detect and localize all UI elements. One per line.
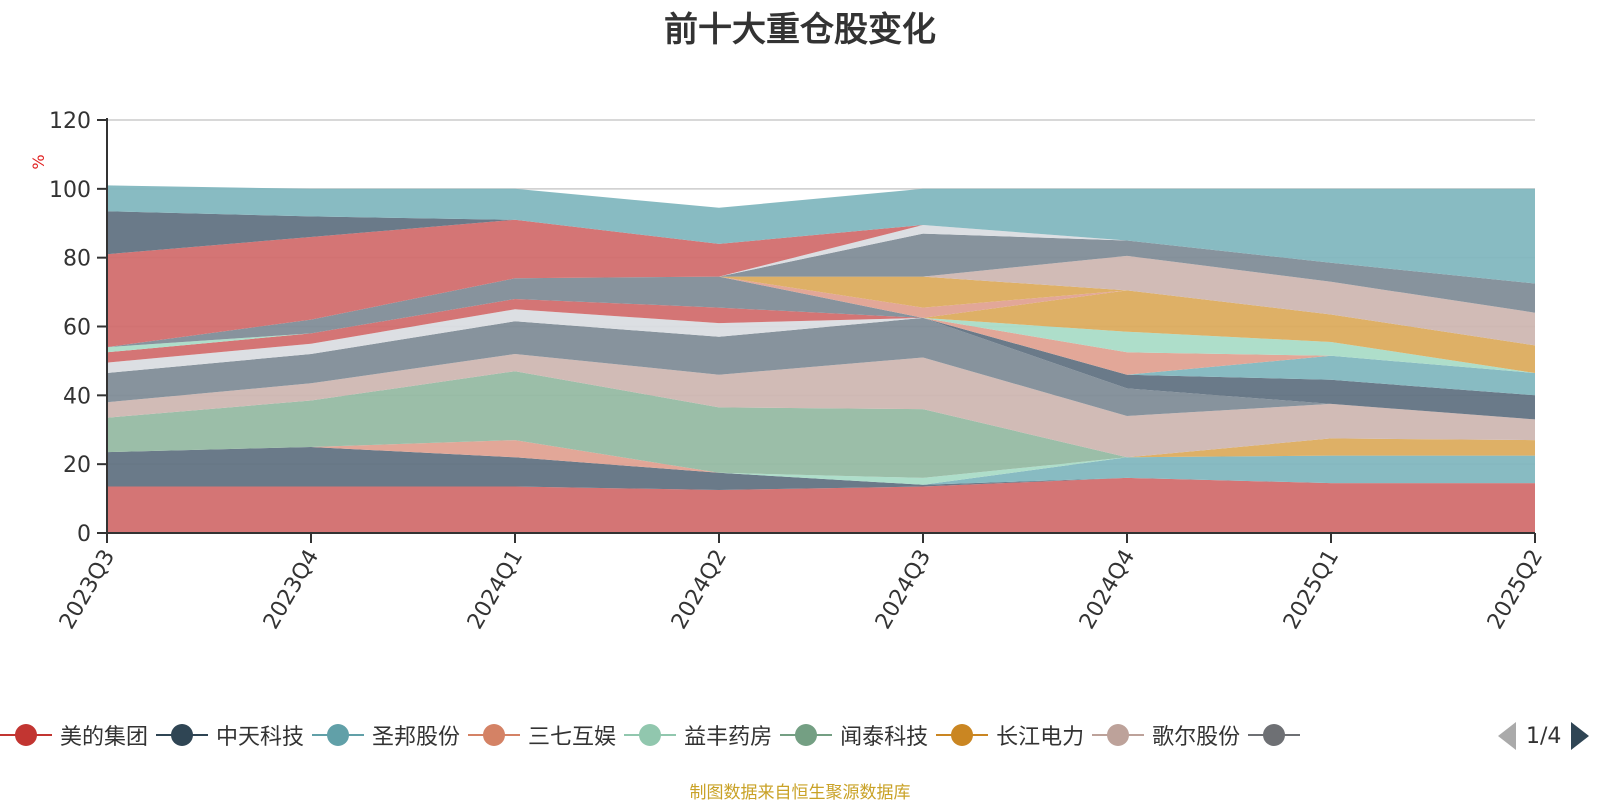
area-series — [107, 371, 1535, 458]
area-series — [107, 477, 1535, 533]
area-series — [107, 233, 1535, 348]
legend-marker-icon — [1248, 723, 1301, 747]
area-series — [107, 440, 1535, 485]
y-tick-label: 80 — [63, 247, 91, 272]
legend-pager: 1/4 — [1498, 716, 1590, 756]
area-series — [107, 211, 1535, 284]
legend-label: 闻泰科技 — [840, 725, 929, 750]
area-series — [107, 290, 1535, 373]
area-layer — [107, 185, 1535, 533]
area-series — [107, 219, 1535, 348]
legend-label: 中天科技 — [216, 725, 305, 750]
area-series — [107, 185, 1535, 284]
y-tick-label: 100 — [49, 178, 91, 203]
area-series — [107, 276, 1535, 348]
legend-item[interactable]: 圣邦股份 — [312, 715, 460, 755]
legend-marker-icon — [936, 723, 989, 747]
x-tick-label: 2024Q2 — [667, 546, 732, 634]
area-series — [107, 447, 1535, 485]
area-series — [107, 447, 1535, 490]
x-tick-label: 2025Q2 — [1483, 546, 1548, 634]
stacked-area-chart: 0 20 40 60 80 100 120 2023Q3 2023Q4 2024Q1 2024Q2 2… — [29, 109, 1548, 634]
pager-prev-icon[interactable] — [1498, 722, 1516, 750]
area-series — [107, 354, 1535, 458]
legend-item[interactable]: 闻泰科技 — [780, 715, 928, 755]
area-series — [107, 317, 1535, 373]
area-series — [107, 371, 1535, 478]
legend-label: 歌尔股份 — [1152, 725, 1241, 750]
pager-next-icon[interactable] — [1571, 722, 1590, 750]
x-tick-label: 2023Q3 — [55, 546, 120, 634]
y-tick-label: 20 — [63, 453, 91, 478]
x-tick-label: 2025Q1 — [1279, 546, 1344, 634]
legend-marker-icon — [780, 723, 833, 747]
area-series — [107, 290, 1535, 363]
legend-item[interactable]: 歌尔股份 — [1092, 715, 1240, 755]
legend-label: 益丰药房 — [684, 725, 773, 750]
legend-item[interactable]: 三七互娱 — [468, 715, 616, 755]
legend-marker-icon — [312, 723, 365, 747]
pager-text: 1/4 — [1526, 723, 1562, 749]
x-tick-label: 2024Q4 — [1075, 546, 1140, 634]
legend-item[interactable]: ​ — [1248, 715, 1308, 755]
legend-item[interactable]: 中天科技 — [156, 715, 304, 755]
area-series — [107, 440, 1535, 485]
area-series — [107, 255, 1535, 348]
y-tick-label: 40 — [63, 384, 91, 409]
legend-item[interactable]: 长江电力 — [936, 715, 1084, 755]
legend-marker-icon — [156, 723, 209, 747]
legend-item[interactable]: 益丰药房 — [624, 715, 772, 755]
y-axis-label: % — [29, 154, 48, 169]
legend-marker-icon — [1092, 723, 1145, 747]
legend-item[interactable]: 美的集团 — [0, 715, 148, 755]
source-note: 制图数据来自恒生聚源数据库 — [689, 783, 911, 803]
legend-marker-icon — [468, 723, 521, 747]
y-tick-label: 60 — [63, 316, 91, 341]
legend-label: 美的集团 — [60, 725, 149, 750]
legend-label: 长江电力 — [996, 725, 1085, 750]
legend-marker-icon — [0, 723, 52, 747]
legend: 美的集团 中天科技 圣邦股份 三七互娱 益丰药房 闻泰科技 长江电力 歌尔股份 ​ — [0, 715, 1470, 755]
area-series — [107, 317, 1535, 420]
area-series — [107, 317, 1535, 396]
area-series — [107, 290, 1535, 373]
area-series — [107, 276, 1535, 348]
legend-label: 圣邦股份 — [372, 725, 461, 750]
y-tick-label: 0 — [77, 522, 91, 547]
y-tick-label: 120 — [49, 109, 91, 134]
legend-marker-icon — [624, 723, 677, 747]
x-tick-label: 2024Q1 — [463, 546, 528, 634]
x-tick-label: 2023Q4 — [259, 546, 324, 634]
legend-label: 三七互娱 — [528, 725, 617, 750]
chart-title: 前十大重仓股变化 — [664, 10, 936, 50]
x-tick-label: 2024Q3 — [871, 546, 936, 634]
area-series — [107, 317, 1535, 375]
